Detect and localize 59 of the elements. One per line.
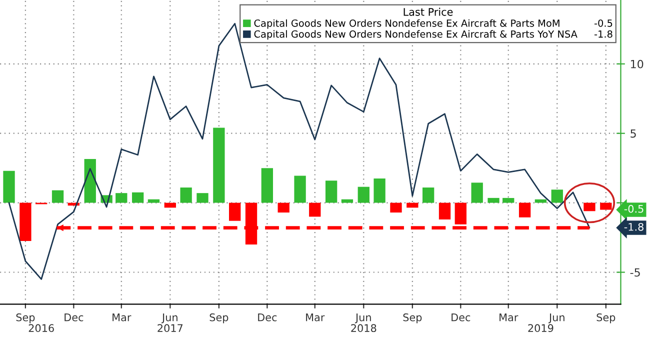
x-tick-label: Mar (500, 314, 518, 322)
bar (116, 193, 128, 203)
bar (164, 202, 176, 208)
bar (374, 178, 386, 203)
bar (3, 170, 15, 203)
x-tick-label: Sep (16, 313, 35, 324)
legend-label: Capital Goods New Orders Nondefense Ex Aircraft & Parts MoM (254, 19, 560, 29)
x-tick-label: Mar (112, 314, 132, 322)
x-tick-label: Sep (210, 313, 228, 324)
bar (358, 186, 370, 203)
bar (213, 128, 225, 203)
x-tick-label: Jun (161, 314, 178, 324)
x-tick-label: Mar (306, 314, 325, 322)
bar (132, 192, 144, 203)
x2-tick-label: 2016 (28, 324, 54, 332)
bar (502, 198, 514, 203)
bar (180, 188, 192, 203)
bar (390, 202, 402, 213)
bar (584, 202, 596, 212)
text: -1.8 (624, 222, 644, 231)
legend-label: Capital Goods New Orders Nondefense Ex Aircraft & Parts YoY NSA (254, 30, 578, 40)
x2-tick-label: 2019 (528, 324, 554, 332)
x2-tick-label: 2018 (351, 324, 376, 332)
bar (518, 202, 531, 218)
x-tick-label: Sep (403, 313, 422, 324)
bar (600, 202, 612, 210)
bar (278, 202, 290, 213)
x-tick-label: Dec (64, 314, 84, 322)
bar (488, 198, 500, 203)
y-tick-label: -5 (630, 268, 640, 277)
x-tick-label: Sep (596, 313, 616, 324)
bar (229, 202, 241, 221)
bar (438, 202, 451, 220)
bar (471, 182, 483, 203)
y-tick-label: 5 (630, 129, 636, 138)
x2-tick-label: 2017 (158, 324, 183, 332)
bar (551, 190, 563, 203)
bar (84, 159, 96, 203)
bar (325, 180, 338, 203)
bar (20, 202, 32, 241)
bar (261, 168, 274, 203)
bar (534, 199, 547, 203)
bar (422, 188, 434, 203)
text: -0.5 (624, 204, 644, 213)
annotation: -1.8 (594, 30, 612, 38)
bar (294, 176, 306, 203)
bar (52, 190, 64, 203)
x-tick-label: Jun (548, 314, 564, 324)
x-tick-label: Dec (258, 314, 277, 322)
bar (148, 199, 160, 203)
bar (196, 193, 208, 203)
y-tick-label: 10 (631, 60, 644, 68)
x-tick-label: Dec (452, 314, 470, 322)
bar (309, 202, 321, 217)
annotation: -0.5 (594, 19, 612, 27)
bar (341, 199, 354, 203)
x-tick-label: Jun (354, 314, 371, 324)
legend-title: Last Price (404, 8, 453, 16)
bar (406, 202, 418, 208)
